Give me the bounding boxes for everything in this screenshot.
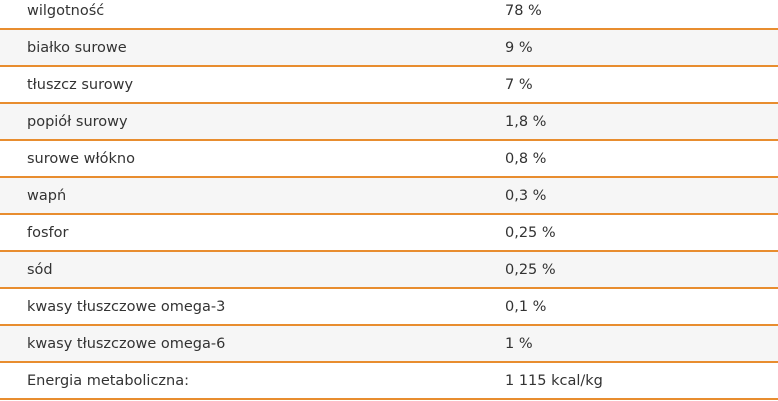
table-row: fosfor 0,25 %	[0, 214, 778, 252]
table-row: kwasy tłuszczowe omega-3 0,1 %	[0, 288, 778, 326]
nutrient-value: 0,3 %	[505, 177, 778, 215]
table-row: Energia metaboliczna: 1 115 kcal/kg	[0, 362, 778, 400]
nutrient-name: wilgotność	[0, 0, 505, 30]
nutrient-name: kwasy tłuszczowe omega-6	[0, 325, 505, 363]
nutrient-value: 1 %	[505, 325, 778, 363]
nutrient-value: 9 %	[505, 29, 778, 67]
nutrient-name: sód	[0, 251, 505, 289]
nutrient-name: Energia metaboliczna:	[0, 362, 505, 400]
table-row: kwasy tłuszczowe omega-6 1 %	[0, 325, 778, 363]
nutrient-value: 1,8 %	[505, 103, 778, 141]
nutrient-name: popiół surowy	[0, 103, 505, 141]
table-row: wilgotność 78 %	[0, 0, 778, 30]
nutrient-name: surowe włókno	[0, 140, 505, 178]
table-row: popiół surowy 1,8 %	[0, 103, 778, 141]
nutrient-name: tłuszcz surowy	[0, 66, 505, 104]
nutrient-value: 1 115 kcal/kg	[505, 362, 778, 400]
nutrient-name: wapń	[0, 177, 505, 215]
table-row: surowe włókno 0,8 %	[0, 140, 778, 178]
table-row: tłuszcz surowy 7 %	[0, 66, 778, 104]
nutrient-value: 0,25 %	[505, 214, 778, 252]
table-row: wapń 0,3 %	[0, 177, 778, 215]
nutrient-name: kwasy tłuszczowe omega-3	[0, 288, 505, 326]
nutrient-value: 0,25 %	[505, 251, 778, 289]
table-row: białko surowe 9 %	[0, 29, 778, 67]
nutrient-value: 0,8 %	[505, 140, 778, 178]
nutrient-name: fosfor	[0, 214, 505, 252]
table-row: sód 0,25 %	[0, 251, 778, 289]
nutrient-value: 0,1 %	[505, 288, 778, 326]
nutrient-name: białko surowe	[0, 29, 505, 67]
nutrient-value: 78 %	[505, 0, 778, 30]
nutrient-value: 7 %	[505, 66, 778, 104]
